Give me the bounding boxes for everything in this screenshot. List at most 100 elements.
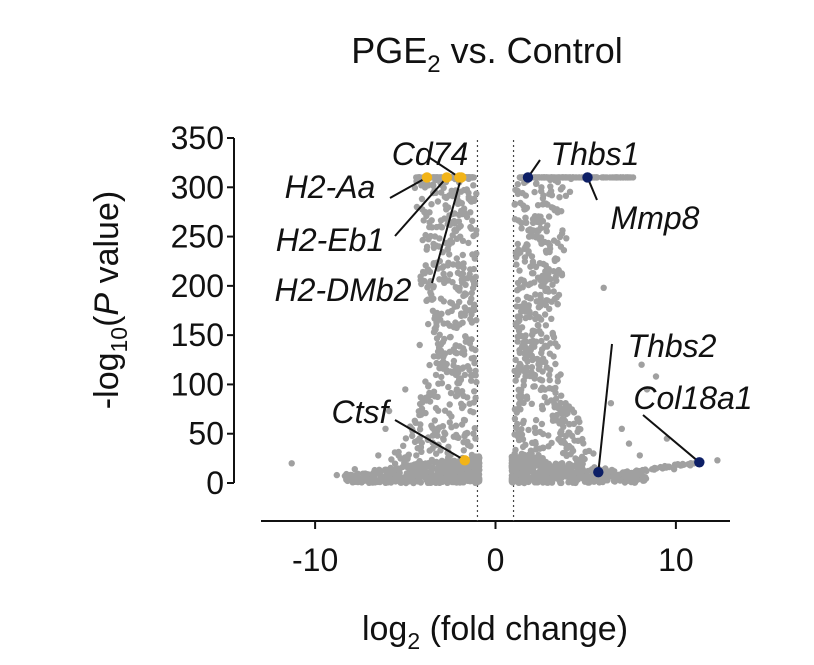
gene-point (541, 238, 548, 246)
gene-point (543, 174, 550, 181)
gene-point (471, 280, 479, 287)
gene-point (402, 386, 409, 393)
connector-h2-eb1 (394, 176, 448, 237)
gene-point (534, 274, 542, 281)
gene-point (518, 276, 525, 283)
gene-point (633, 467, 640, 474)
gene-point (466, 400, 473, 407)
gene-point (418, 405, 426, 412)
point-thbs2 (593, 466, 604, 478)
gene-point (387, 477, 394, 485)
gene-point (545, 270, 552, 278)
gene-point (516, 267, 523, 274)
gene-point (520, 399, 527, 407)
gene-point (579, 435, 586, 443)
gene-point (528, 400, 535, 407)
gene-point (714, 457, 721, 464)
gene-point (472, 435, 479, 442)
gene-point (433, 335, 441, 342)
gene-point (600, 284, 607, 291)
gene-point (638, 361, 645, 368)
y-tick-label: 350 (171, 120, 224, 156)
gene-point (560, 437, 567, 445)
gene-point (441, 407, 449, 414)
gene-point (430, 295, 437, 302)
point-col18a1 (694, 457, 705, 468)
gene-point (643, 386, 651, 393)
gene-point (549, 329, 556, 337)
gene-point (526, 311, 533, 318)
gene-point (461, 291, 468, 299)
x-tick-label: 0 (487, 542, 505, 578)
gene-point (423, 212, 430, 220)
gene-point (459, 319, 466, 326)
gene-point (606, 174, 614, 181)
gene-point (440, 436, 447, 443)
gene-point (419, 399, 426, 406)
gene-point (546, 305, 553, 313)
gene-point (446, 401, 453, 408)
gene-point (452, 422, 460, 429)
gene-point (436, 223, 444, 230)
gene-point (422, 231, 429, 239)
gene-point (446, 334, 454, 341)
gene-point (444, 246, 451, 254)
gene-point (432, 326, 439, 333)
point-h2-aa (421, 172, 433, 183)
gene-point (515, 250, 522, 257)
gene-point (427, 289, 434, 296)
gene-point (353, 473, 360, 480)
gene-point (453, 255, 460, 262)
gene-point (471, 425, 478, 432)
gene-point (519, 419, 527, 427)
gene-point (605, 473, 612, 480)
gene-point (558, 272, 566, 279)
gene-point (542, 225, 549, 232)
gene-point (424, 284, 431, 291)
point-h2-dmb2 (456, 172, 467, 183)
gene-point (525, 458, 532, 465)
label-h2-dmb2: H2-DMb2 (275, 272, 412, 308)
gene-point (570, 420, 578, 427)
gene-point (550, 268, 557, 275)
gene-point (439, 338, 447, 346)
gene-point (333, 471, 340, 479)
gene-point (398, 479, 405, 486)
gene-point (666, 463, 673, 471)
gene-point (528, 368, 535, 376)
x-axis-ticks: -10 0 10 (292, 521, 694, 578)
gene-point (351, 466, 358, 473)
point-thbs1 (522, 172, 534, 183)
gene-point (545, 432, 552, 439)
gene-point (437, 217, 445, 224)
gene-point (442, 466, 450, 474)
gene-point (467, 408, 474, 415)
gene-point (569, 472, 577, 479)
gene-point (642, 474, 649, 481)
y-tick-label: 300 (171, 169, 224, 205)
gene-point (412, 419, 419, 426)
gene-point (554, 300, 561, 308)
gene-point (452, 349, 459, 356)
gene-point (524, 475, 531, 483)
gene-point (468, 319, 476, 326)
gene-point (519, 284, 526, 291)
gene-point (436, 365, 443, 372)
label-cd74: Cd74 (392, 136, 469, 172)
gene-point (557, 460, 565, 467)
gene-point (514, 372, 521, 379)
gene-point (418, 182, 425, 189)
gene-point (514, 187, 521, 195)
chart-title: PGE2 vs. Control (351, 30, 622, 78)
gene-point (518, 426, 525, 433)
gene-point (522, 367, 529, 374)
gene-point (457, 233, 464, 240)
gene-point (443, 360, 450, 368)
gene-point (514, 240, 521, 248)
gene-point (435, 407, 442, 414)
gene-point (542, 471, 550, 478)
gene-point (438, 457, 446, 464)
gene-point (532, 291, 539, 298)
gene-point (543, 297, 550, 304)
gene-point (470, 232, 477, 240)
